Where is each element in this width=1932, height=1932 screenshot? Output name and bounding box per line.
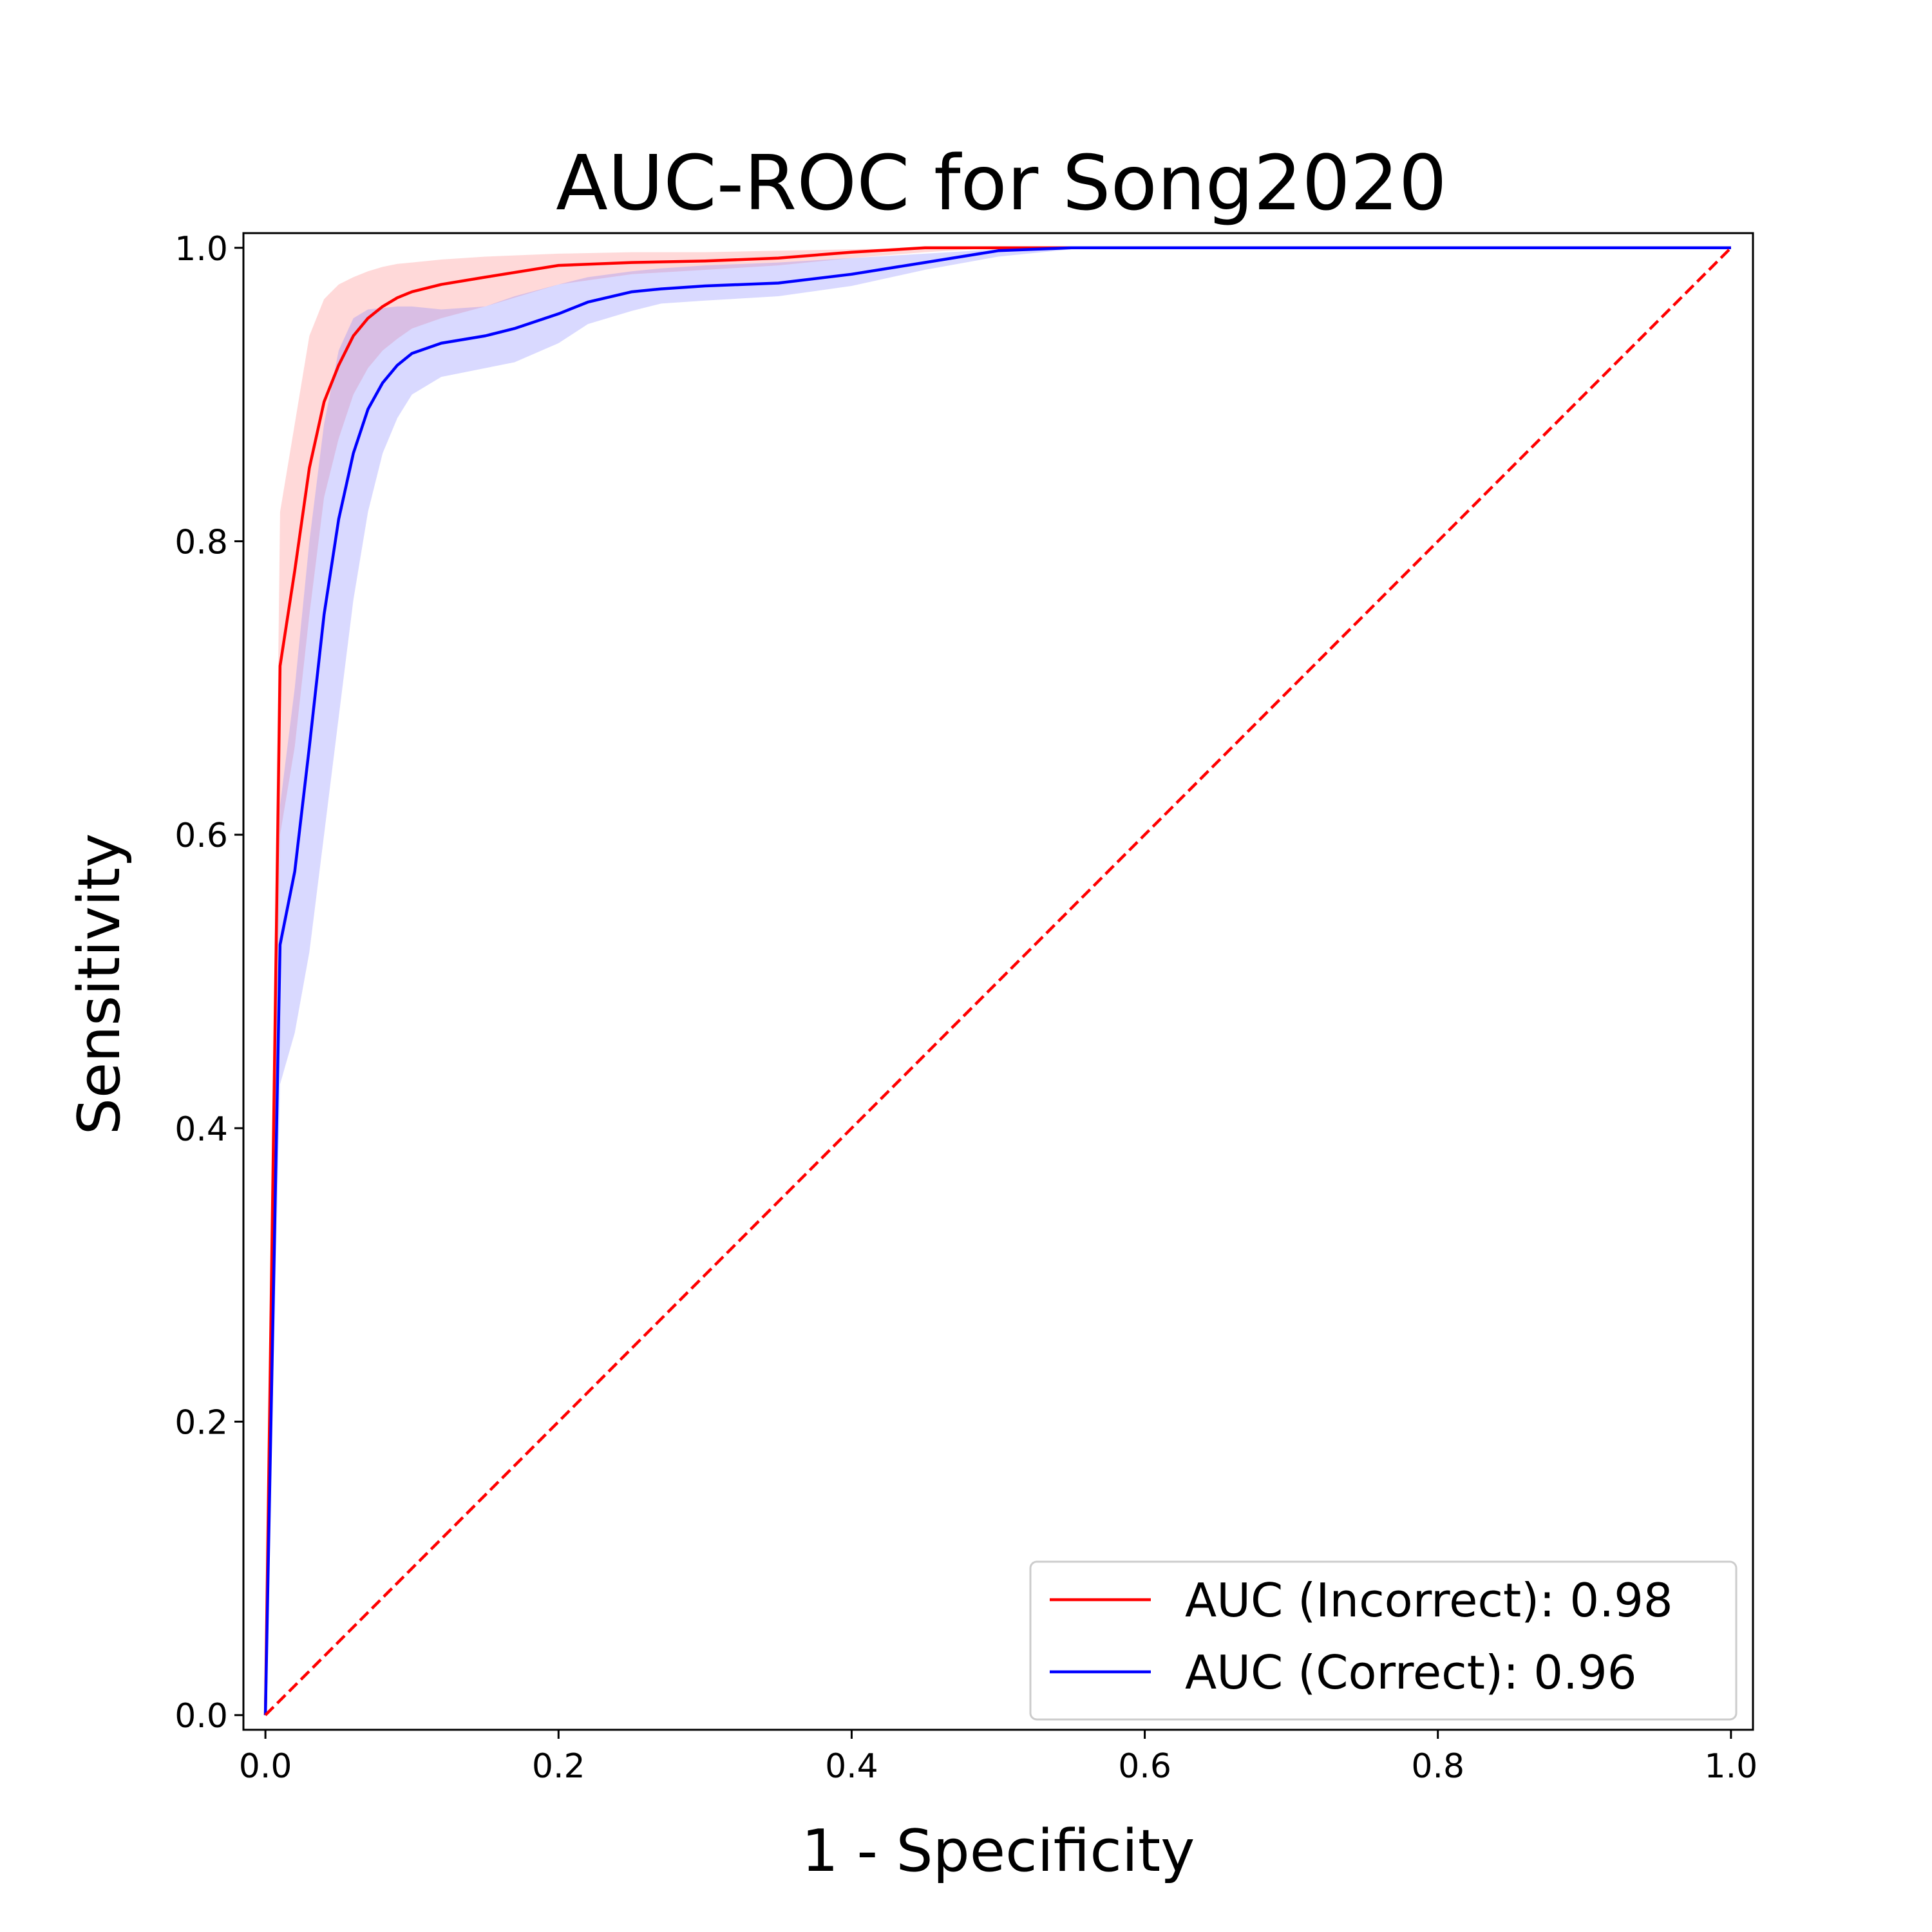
legend-box (1029, 1560, 1738, 1721)
y-tick-label: 0.6 (175, 817, 228, 855)
x-tick-label: 0.0 (239, 1747, 292, 1786)
legend: AUC (Incorrect): 0.98 AUC (Correct): 0.96 (1029, 1560, 1738, 1721)
auc-incorrect-0-98-line (263, 246, 1731, 1716)
y-axis-label: Sensitivity (66, 833, 133, 1135)
plot-area-frame (242, 232, 1754, 1731)
legend-label-auc-correct-0-96: AUC (Correct): 0.96 (1185, 1645, 1637, 1700)
x-axis-label: 1 - Specificity (802, 1817, 1195, 1885)
chance-diagonal-line (264, 247, 1732, 1716)
y-tick-label: 0.4 (175, 1110, 228, 1149)
y-tick-label: 0.8 (175, 523, 228, 562)
y-tick-label: 1.0 (175, 230, 228, 269)
x-tick-label: 0.4 (825, 1747, 878, 1786)
auc-correct-0-96-line (263, 246, 1731, 1716)
x-tick-label: 0.6 (1118, 1747, 1171, 1786)
x-tick-label: 1.0 (1705, 1747, 1758, 1786)
y-axis-ticks: 0.0 0.2 0.4 0.6 0.8 1.0 (175, 230, 243, 1736)
y-tick-label: 0.2 (175, 1404, 228, 1443)
x-tick-label: 0.8 (1411, 1747, 1464, 1786)
plot-area-background (243, 233, 1753, 1730)
x-axis-ticks: 0.0 0.2 0.4 0.6 0.8 1.0 (239, 1730, 1757, 1786)
y-tick-label: 0.0 (175, 1697, 228, 1736)
roc-curves (263, 246, 1732, 1716)
legend-label-auc-incorrect-0-98: AUC (Incorrect): 0.98 (1185, 1573, 1673, 1627)
x-tick-label: 0.2 (532, 1747, 585, 1786)
chart-title: AUC-ROC for Song2020 (556, 138, 1447, 227)
